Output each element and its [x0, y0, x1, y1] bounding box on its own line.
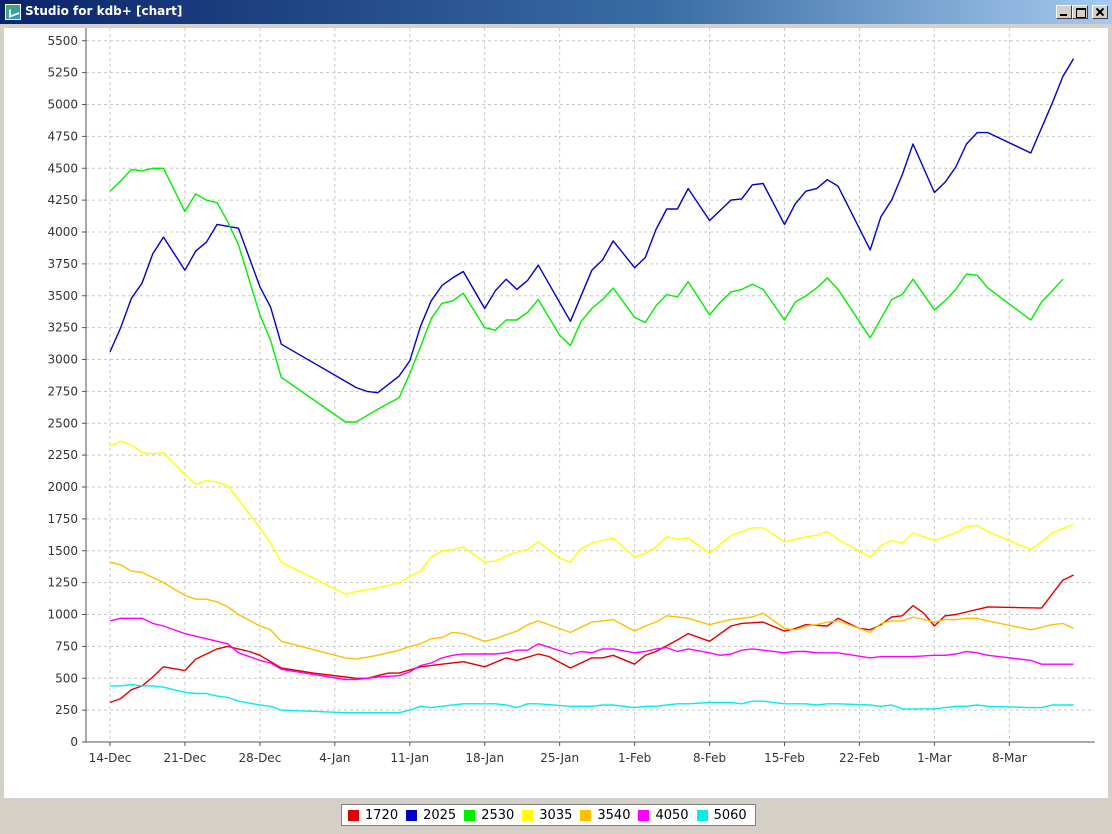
legend-label: 2025 [423, 807, 457, 823]
legend-swatch [638, 809, 650, 821]
x-tick-label: 25-Jan [540, 751, 579, 765]
x-tick-label: 14-Dec [89, 751, 132, 765]
x-tick-label: 1-Mar [917, 751, 952, 765]
y-tick-label: 1750 [47, 512, 78, 526]
series-line-5060 [110, 683, 1074, 714]
x-tick-label: 11-Jan [390, 751, 429, 765]
series-line-2025 [109, 58, 1075, 394]
maximize-button[interactable] [1072, 5, 1088, 19]
x-tick-label: 1-Feb [618, 751, 651, 765]
series-line-3035 [109, 440, 1074, 595]
y-tick-label: 1000 [47, 608, 78, 622]
legend-item-2025: 2025 [406, 808, 458, 823]
legend-item-2530: 2530 [464, 808, 516, 823]
x-tick-label: 22-Feb [839, 751, 880, 765]
x-tick-label: 4-Jan [319, 751, 350, 765]
y-tick-label: 2750 [47, 384, 78, 398]
y-tick-label: 2250 [47, 448, 78, 462]
legend-label: 5060 [713, 807, 747, 823]
close-button[interactable] [1092, 5, 1108, 19]
series-line-3540 [109, 561, 1074, 660]
series-line-4050 [109, 617, 1074, 681]
grid [86, 28, 1095, 742]
x-tick-label: 15-Feb [764, 751, 805, 765]
y-tick-label: 5250 [47, 66, 78, 80]
y-tick-label: 4250 [47, 193, 78, 207]
y-tick-label: 4500 [47, 161, 78, 175]
line-chart: 0 250 500 750 1000 1250 1500 1750 2000 2250 2500 27… [47, 28, 1095, 765]
x-tick-label: 8-Feb [693, 751, 726, 765]
legend-swatch [406, 809, 418, 821]
legend-label: 1720 [365, 807, 399, 823]
y-tick-label: 1500 [47, 544, 78, 558]
y-tick-label: 250 [55, 703, 78, 717]
y-tick-label: 3000 [47, 353, 78, 367]
y-tick-label: 4000 [47, 225, 78, 239]
y-tick-label: 2500 [47, 416, 78, 430]
legend-swatch [522, 809, 534, 821]
legend-label: 3540 [597, 807, 631, 823]
legend-item-3035: 3035 [522, 808, 574, 823]
legend-item-3540: 3540 [580, 808, 632, 823]
chart-panel: 0 250 500 750 1000 1250 1500 1750 2000 2250 2500 27… [4, 28, 1108, 798]
y-tick-label: 500 [55, 671, 78, 685]
y-tick-label: 2000 [47, 480, 78, 494]
legend-label: 3035 [539, 807, 573, 823]
minimize-button[interactable] [1056, 5, 1072, 19]
legend-label: 2530 [481, 807, 515, 823]
legend-swatch [696, 809, 708, 821]
legend-item-4050: 4050 [638, 808, 690, 823]
legend-item-5060: 5060 [696, 807, 749, 823]
app-chart-icon [5, 4, 21, 20]
y-tick-label: 3750 [47, 257, 78, 271]
y-tick-label: 1250 [47, 576, 78, 590]
axes: 0 250 500 750 1000 1250 1500 1750 2000 2250 2500 27… [47, 28, 1095, 765]
x-tick-label: 18-Jan [465, 751, 504, 765]
chart-legend: 1720 2025 2530 3035 3540 4050 5060 [341, 804, 756, 826]
y-tick-label: 4750 [47, 129, 78, 143]
legend-item-1720: 1720 [348, 808, 400, 823]
x-tick-label: 28-Dec [238, 751, 281, 765]
y-tick-label: 5500 [47, 34, 78, 48]
legend-swatch [464, 809, 476, 821]
legend-swatch [348, 809, 359, 821]
y-tick-label: 0 [70, 735, 78, 749]
y-tick-label: 5000 [47, 98, 78, 112]
y-tick-label: 3500 [47, 289, 78, 303]
series-line-1720 [109, 574, 1074, 704]
y-tick-label: 750 [55, 639, 78, 653]
legend-label: 4050 [655, 807, 689, 823]
window-title: Studio for kdb+ [chart] [25, 4, 183, 18]
x-tick-label: 21-Dec [164, 751, 207, 765]
series-line-2530 [109, 167, 1064, 423]
legend-swatch [580, 809, 592, 821]
x-tick-label: 8-Mar [992, 751, 1027, 765]
series-lines [109, 58, 1075, 714]
title-bar[interactable]: Studio for kdb+ [chart] [0, 0, 1112, 24]
y-tick-label: 3250 [47, 321, 78, 335]
